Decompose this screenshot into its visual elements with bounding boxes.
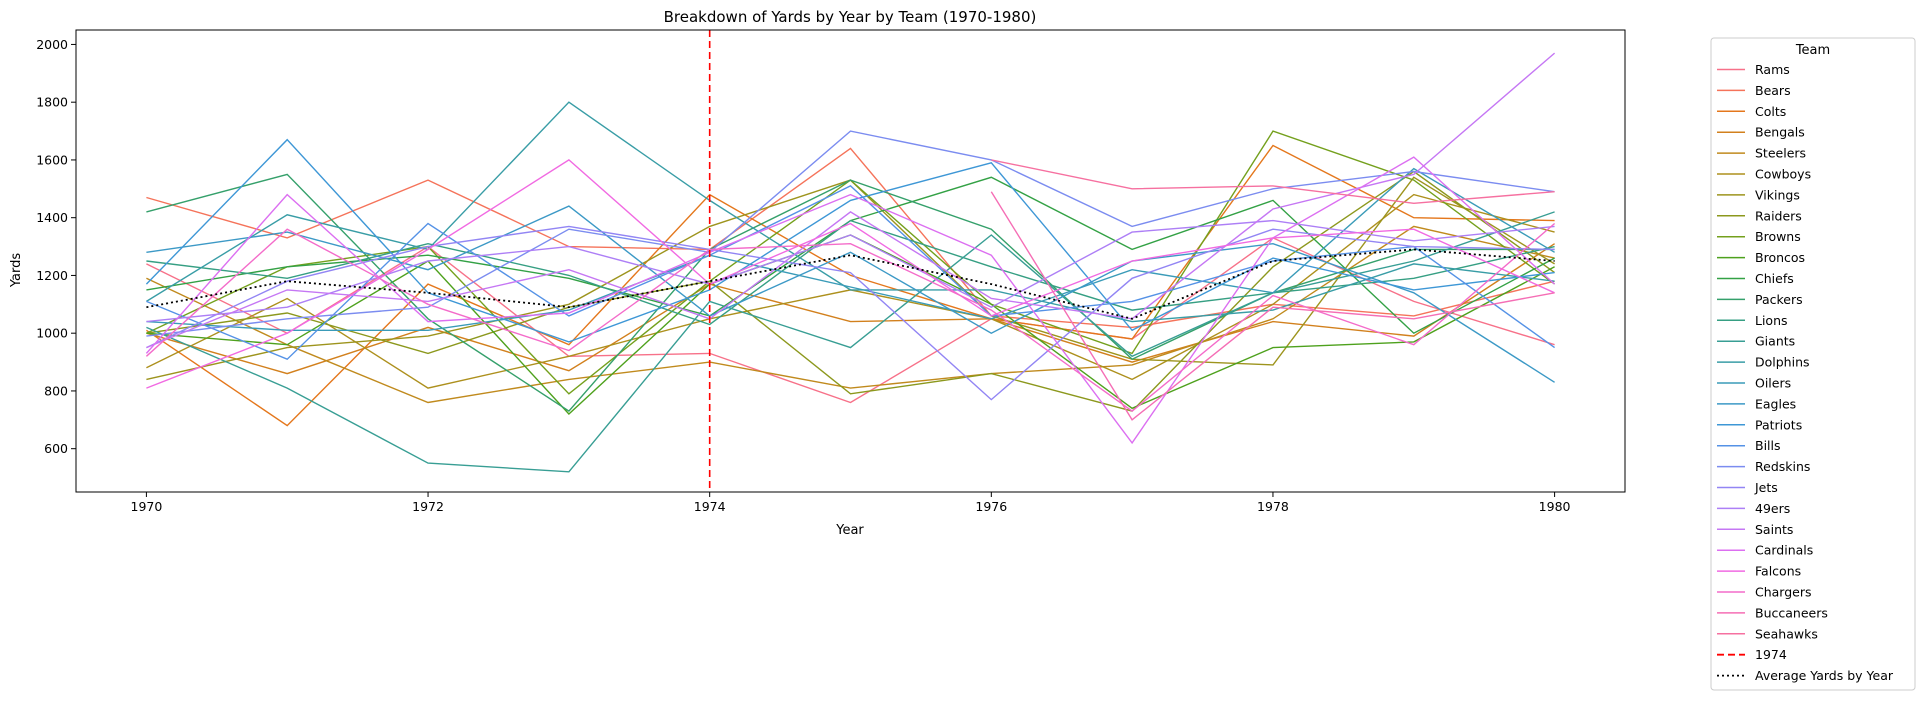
series-line-patriots [145, 138, 1555, 343]
series-line-dolphins [146, 101, 1555, 323]
legend-label-patriots: Patriots [1755, 417, 1802, 432]
x-tick-label: 1974 [694, 499, 726, 514]
axes: 1970 1972 1974 1976 1978 1980 600 800 1000 1200 14… [36, 37, 1570, 514]
legend: Team Rams Bears Colts Bengals Steelers Cowboy… [1710, 37, 1916, 691]
series-line-redskins [146, 130, 1555, 337]
y-axis-label: Yards [9, 253, 24, 288]
y-tick-label: 1400 [36, 210, 68, 225]
legend-label-packers: Packers [1755, 292, 1803, 307]
legend-label-oilers: Oilers [1755, 376, 1791, 391]
y-tick-label: 1600 [36, 152, 68, 167]
legend-label-browns: Browns [1755, 229, 1801, 244]
legend-frame [1710, 37, 1916, 691]
legend-label-chiefs: Chiefs [1755, 271, 1794, 286]
series-line-bills [146, 185, 1556, 361]
y-tick-label: 2000 [36, 37, 68, 52]
legend-label-raiders: Raiders [1755, 208, 1802, 223]
series-line-packers [146, 173, 1555, 413]
series-line-lions [146, 219, 1555, 326]
legend-label-steelers: Steelers [1755, 146, 1806, 161]
legend-label-rams: Rams [1755, 62, 1790, 77]
legend-label-vikings: Vikings [1755, 187, 1800, 202]
legend-label-1974: 1974 [1755, 647, 1787, 662]
series-line-average-yards-by-year [146, 248, 1555, 320]
legend-label-dolphins: Dolphins [1755, 355, 1810, 370]
legend-label-saints: Saints [1755, 522, 1793, 537]
plot-area [145, 30, 1556, 492]
legend-label-jets: Jets [1754, 480, 1778, 495]
legend-label-cardinals: Cardinals [1755, 543, 1813, 558]
series-line-49ers [146, 219, 1555, 323]
series-line-bears [146, 147, 1555, 329]
y-tick-label: 800 [44, 383, 68, 398]
legend-label-eagles: Eagles [1755, 396, 1796, 411]
legend-label-average-yards-by-year: Average Yards by Year [1755, 668, 1894, 683]
y-tick-label: 600 [44, 441, 68, 456]
y-tick-label: 1800 [36, 95, 68, 110]
chart-title: Breakdown of Yards by Year by Team (1970… [664, 8, 1037, 26]
legend-label-lions: Lions [1755, 313, 1788, 328]
x-tick-label: 1978 [1257, 499, 1289, 514]
plot-frame [75, 29, 1626, 493]
x-tick-label: 1970 [131, 499, 163, 514]
series-line-buccaneers [990, 191, 1555, 421]
series-line-broncos [146, 234, 1555, 415]
y-tick-label: 1200 [36, 268, 68, 283]
series-line-oilers [146, 167, 1555, 331]
series-line-vikings [146, 176, 1555, 381]
series-line-bengals [146, 243, 1555, 375]
legend-label-giants: Giants [1755, 334, 1795, 349]
x-tick-label: 1972 [412, 499, 444, 514]
x-tick-label: 1980 [1539, 499, 1571, 514]
legend-label-chargers: Chargers [1755, 585, 1812, 600]
series-line-rams [146, 237, 1555, 404]
series-line-giants [146, 211, 1555, 473]
series-line-chargers [145, 222, 1556, 412]
legend-label-bears: Bears [1755, 83, 1791, 98]
x-tick-label: 1976 [975, 499, 1007, 514]
legend-label-seahawks: Seahawks [1755, 626, 1818, 641]
series-line-colts [146, 144, 1555, 427]
series-line-saints [146, 52, 1556, 349]
y-tick-label: 1000 [36, 326, 68, 341]
legend-label-49ers: 49ers [1755, 501, 1790, 516]
series-line-falcons [146, 159, 1555, 389]
legend-label-falcons: Falcons [1755, 564, 1801, 579]
legend-label-broncos: Broncos [1755, 250, 1805, 265]
legend-label-redskins: Redskins [1755, 459, 1810, 474]
series-line-seahawks [991, 159, 1555, 205]
series-line-eagles [146, 205, 1555, 383]
legend-label-buccaneers: Buccaneers [1755, 605, 1828, 620]
x-axis-label: Year [835, 523, 864, 538]
legend-title: Team [1795, 43, 1830, 58]
legend-label-bills: Bills [1755, 438, 1781, 453]
legend-label-cowboys: Cowboys [1755, 167, 1811, 182]
legend-label-colts: Colts [1755, 104, 1786, 119]
legend-label-bengals: Bengals [1755, 125, 1805, 140]
